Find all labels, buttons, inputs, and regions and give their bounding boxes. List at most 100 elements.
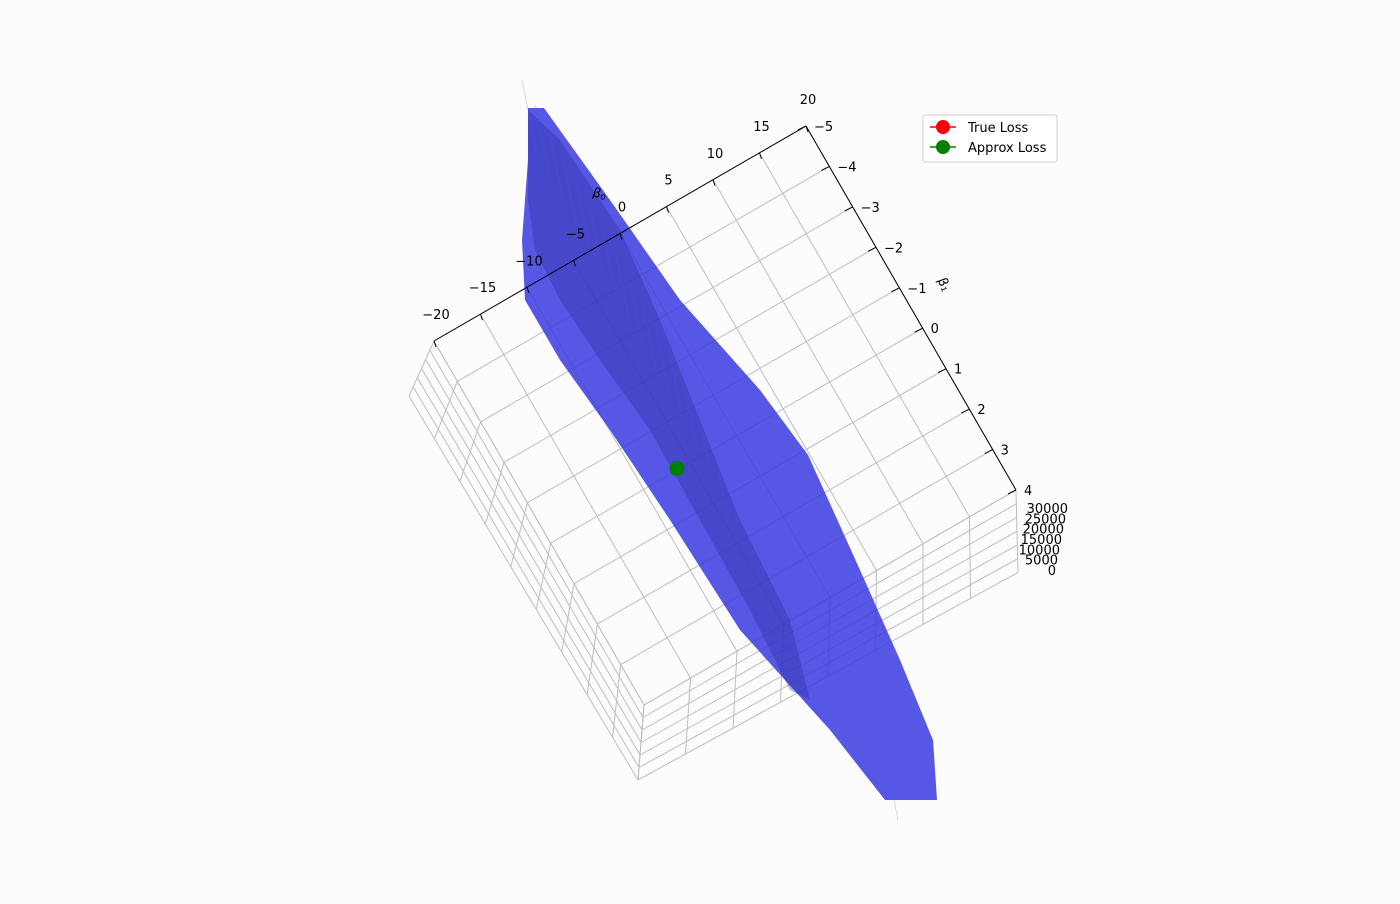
surface-mesh-line	[829, 650, 845, 721]
z-tick-label: 5000	[1025, 554, 1058, 569]
beta1-tick	[867, 246, 877, 252]
beta0-axis-label: β₀	[590, 185, 608, 204]
beta0-tick	[433, 340, 437, 348]
beta1-tick-label: 0	[931, 322, 939, 337]
beta0-tick	[805, 125, 809, 133]
surface-mesh-line	[682, 377, 698, 448]
z-tick-label: 20000	[1023, 523, 1064, 538]
surface-mesh-line	[628, 278, 644, 349]
surface-mesh-line	[615, 253, 631, 324]
beta0-tick	[573, 260, 576, 267]
beta1-tick	[914, 327, 923, 333]
beta1-tick	[984, 449, 993, 455]
beta1-tick	[891, 287, 900, 293]
legend-label: True Loss	[967, 121, 1028, 136]
z-tick-label: 25000	[1025, 512, 1066, 527]
surface-mesh-line	[561, 154, 577, 225]
grid-wall-vertical	[1015, 489, 1019, 574]
legend-frame	[922, 114, 1058, 163]
grid-wall-vertical	[732, 651, 738, 729]
grid-line-beta0	[712, 179, 924, 544]
z-tick-label: 0	[1048, 564, 1056, 579]
surface-mesh-line	[843, 675, 859, 746]
grid-line-beta0	[666, 206, 877, 571]
surface-mesh-line	[776, 551, 792, 622]
z-tick-label: 15000	[1021, 533, 1062, 548]
beta1-tick-label: 4	[1024, 484, 1032, 499]
legend-marker	[936, 120, 950, 134]
beta0-tick-label: −10	[515, 254, 542, 269]
beta1-tick-label: −3	[861, 201, 880, 216]
beta1-tick-label: 2	[977, 403, 985, 418]
grid-wall-vertical	[535, 543, 552, 610]
beta1-tick-label: −5	[814, 120, 833, 135]
beta1-tick-label: 1	[954, 363, 962, 378]
surface-mesh-line	[601, 228, 617, 299]
approx-loss-point	[669, 460, 685, 476]
surface-mesh-line	[803, 601, 819, 672]
surface-mesh-line	[695, 402, 711, 473]
grid-line-beta0	[759, 152, 970, 518]
surface-mesh-line	[521, 79, 537, 151]
grid-wall-vertical	[586, 624, 598, 695]
surface-mesh-line	[789, 576, 805, 647]
beta0-tick-label: 0	[618, 201, 626, 216]
beta1-tick	[961, 408, 970, 414]
beta1-axis-line	[805, 125, 1017, 491]
beta0-tick-label: 5	[664, 174, 672, 189]
beta0-tick-label: −5	[566, 227, 585, 242]
surface-mesh-line	[548, 129, 564, 200]
markers	[669, 460, 685, 476]
surface-mesh-line	[709, 427, 725, 498]
beta1-axis-label: β₁	[934, 276, 953, 294]
axes: −20−15−10−505101520β₀−5−4−3−2−101234β₁30…	[422, 93, 1068, 579]
grid-wall-vertical	[637, 704, 645, 781]
beta0-tick	[712, 179, 716, 186]
beta0-tick-label: 15	[753, 120, 770, 135]
grid-wall-vertical	[408, 340, 435, 397]
grid-wall-vertical	[685, 678, 691, 755]
surface-mesh-line	[870, 725, 886, 796]
beta0-tick	[619, 233, 623, 240]
beta1-tick-label: 3	[1001, 444, 1009, 459]
beta1-tick-label: −4	[837, 160, 856, 175]
surface-mesh-line	[762, 526, 778, 597]
beta0-tick-label: −15	[469, 281, 496, 296]
surface-mesh-line	[722, 452, 738, 523]
beta0-tick	[759, 152, 762, 160]
legend: True Loss Approx Loss	[922, 114, 1058, 163]
loss-surface	[521, 79, 937, 821]
beta1-tick	[821, 165, 830, 171]
z-tick-label: 30000	[1027, 502, 1068, 517]
surface-mesh-line	[655, 328, 671, 399]
surface-mesh-line	[749, 501, 765, 572]
surface-mesh-line	[883, 749, 899, 821]
surface-mesh-line	[588, 203, 604, 275]
grid-wall-vertical	[484, 462, 505, 525]
surface-mesh-line	[856, 700, 872, 771]
surface-mesh-line	[575, 179, 591, 250]
beta1-tick	[844, 206, 853, 212]
beta1-tick	[1007, 489, 1017, 495]
beta1-tick	[797, 125, 807, 131]
legend-marker	[936, 140, 950, 154]
grid-wall-vertical	[561, 583, 575, 653]
grid-wall-vertical	[459, 421, 482, 482]
beta0-tick	[666, 206, 669, 213]
grid-wall-vertical	[433, 381, 458, 439]
surface-mesh-line	[534, 104, 550, 175]
grid-wall-vertical	[969, 516, 971, 599]
grid-wall-vertical	[510, 502, 528, 567]
beta0-tick	[526, 287, 530, 294]
beta0-tick-label: −20	[422, 308, 449, 323]
beta1-tick	[937, 368, 947, 374]
surface-mesh-line	[668, 352, 684, 424]
surface-body	[522, 108, 937, 800]
surface-mesh-line	[816, 625, 832, 697]
beta0-tick-label: 10	[707, 147, 724, 162]
surface-mesh-line	[736, 476, 752, 548]
beta1-tick-label: −1	[907, 282, 926, 297]
beta1-tick-label: −2	[884, 241, 903, 256]
